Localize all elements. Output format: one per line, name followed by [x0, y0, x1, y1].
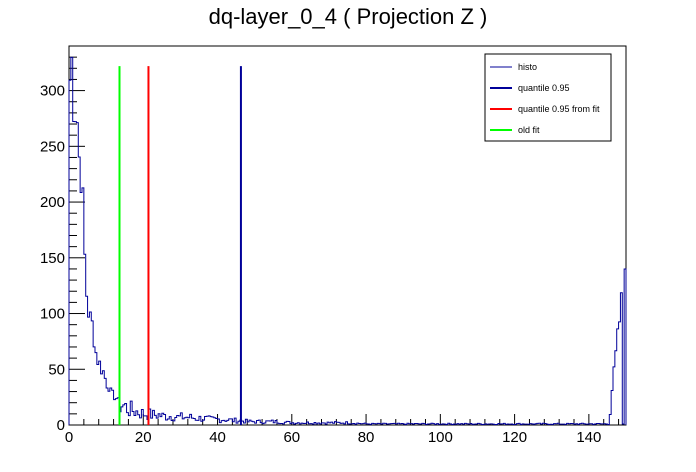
y-tick-label: 50: [48, 361, 65, 378]
legend-label: quantile 0.95 from fit: [518, 104, 600, 114]
y-tick-label: 300: [40, 83, 65, 100]
legend-box: [484, 53, 612, 142]
x-tick-label: 60: [283, 429, 300, 446]
y-tick-label: 150: [40, 250, 65, 267]
x-axis: 0 20 40 60 80 100 120 140: [65, 414, 620, 446]
y-tick-label: 0: [57, 417, 65, 434]
chart-title: dq-layer_0_4 ( Projection Z ): [209, 4, 488, 29]
y-tick-label: 100: [40, 306, 65, 323]
legend-label: old fit: [518, 125, 540, 135]
series-layer: [68, 56, 627, 426]
legend-label: quantile 0.95: [518, 83, 570, 93]
x-tick-label: 100: [428, 429, 453, 446]
histogram-series: [68, 56, 627, 426]
y-tick-label: 200: [40, 194, 65, 211]
legend: histo quantile 0.95 quantile 0.95 from fit…: [484, 53, 612, 142]
x-tick-label: 120: [502, 429, 527, 446]
x-tick-label: 140: [576, 429, 601, 446]
x-tick-label: 20: [135, 429, 152, 446]
legend-label: histo: [518, 62, 537, 72]
x-tick-label: 80: [358, 429, 375, 446]
x-tick-label: 40: [209, 429, 226, 446]
y-tick-label: 250: [40, 138, 65, 155]
y-axis: 0 50 100 150 200 250 300: [40, 45, 85, 434]
x-tick-label: 0: [65, 429, 73, 446]
vertical-lines-layer: [118, 66, 242, 425]
